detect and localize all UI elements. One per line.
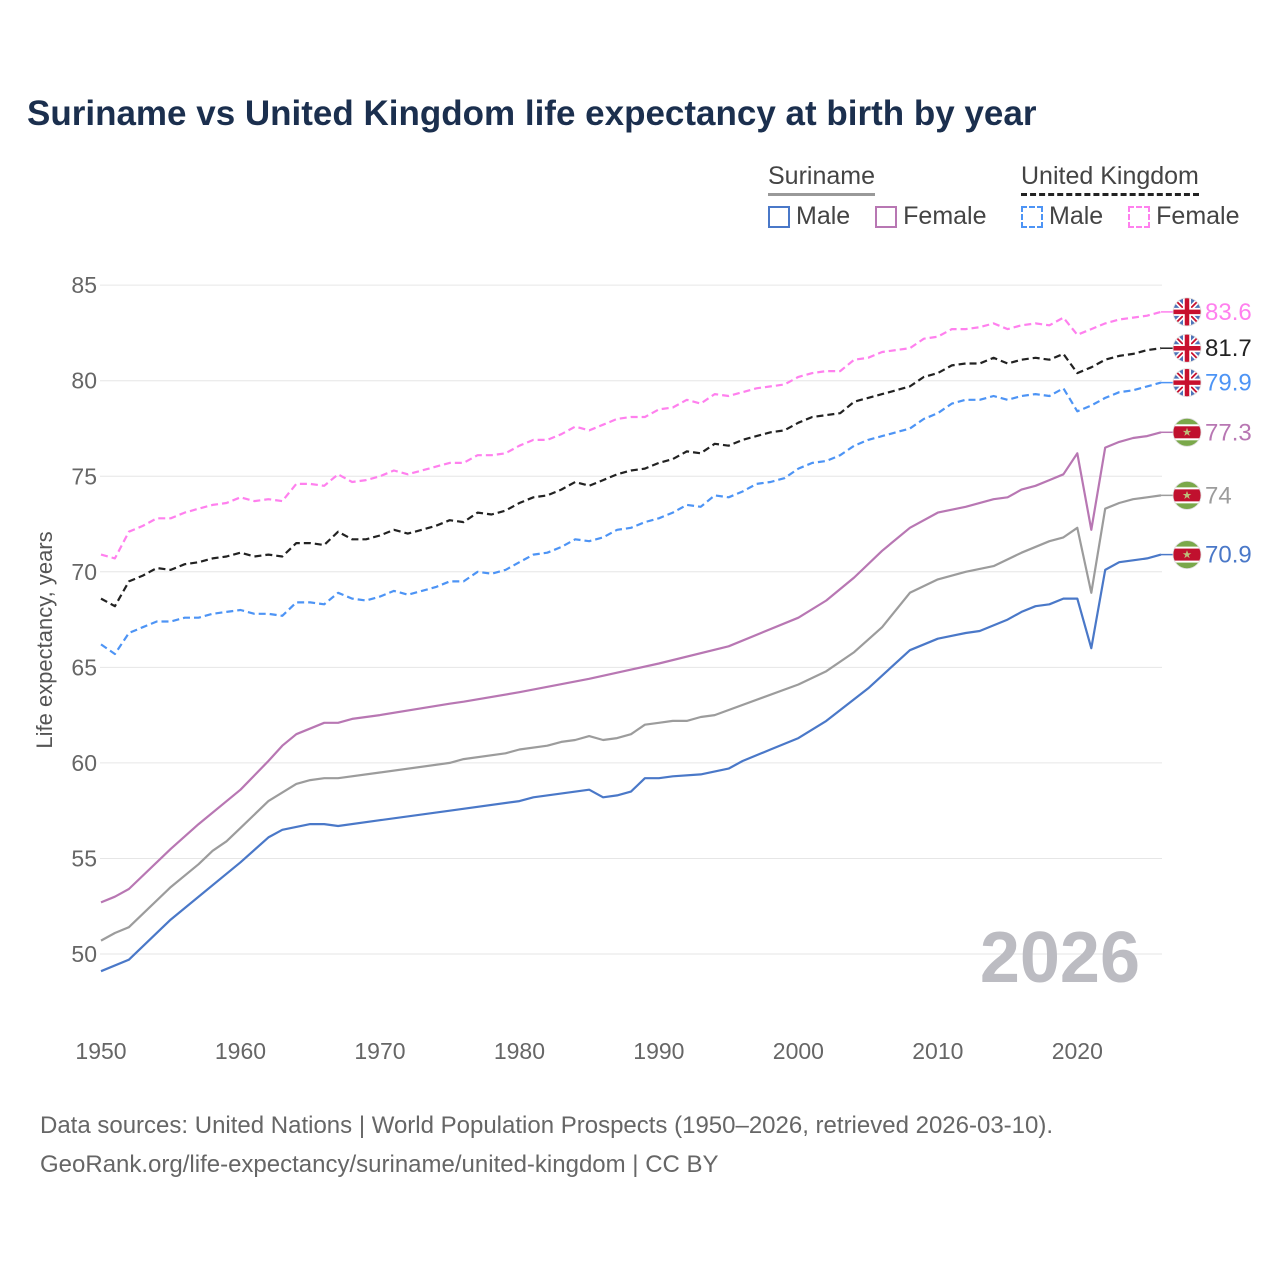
legend-label: Female — [1156, 202, 1240, 230]
x-tick-label: 2020 — [1052, 1038, 1103, 1064]
uk-flag-icon — [1172, 297, 1202, 327]
series-line-united-kingdom-female — [100, 310, 1162, 560]
end-value-label: 79.9 — [1205, 370, 1252, 397]
legend-label: Male — [796, 202, 851, 230]
legend-label: Female — [903, 202, 987, 230]
end-value-label: 81.7 — [1205, 335, 1252, 362]
x-tick-label: 1990 — [633, 1038, 684, 1064]
end-value-label: 83.6 — [1205, 299, 1252, 326]
legend-swatch — [1128, 205, 1151, 228]
y-tick-label: 60 — [71, 750, 97, 776]
suriname-flag-icon — [1172, 480, 1202, 510]
series-line-suriname-male — [100, 553, 1162, 973]
source-link[interactable]: GeoRank.org/life-expectancy/suriname/uni… — [40, 1151, 719, 1178]
y-tick-label: 70 — [71, 559, 97, 585]
series-end-labels: 83.6 81.7 79.9 77.3 74 70.9 — [1161, 297, 1252, 570]
legend-swatch — [768, 205, 790, 228]
x-tick-label: 1950 — [75, 1038, 126, 1064]
legend-label: Male — [1049, 202, 1104, 230]
x-tick-label: 2000 — [773, 1038, 824, 1064]
chart-title: Suriname vs United Kingdom life expectan… — [27, 94, 1037, 133]
legend-item-suriname-male[interactable]: Male — [768, 202, 850, 231]
x-tick-label: 1960 — [215, 1038, 266, 1064]
y-tick-label: 75 — [71, 463, 97, 489]
legend-group-title: Suriname — [768, 162, 875, 196]
series-line-united-kingdom-male — [100, 381, 1162, 656]
y-tick-label: 80 — [71, 368, 97, 394]
series-line-suriname — [100, 494, 1162, 942]
x-tick-label: 1970 — [354, 1038, 405, 1064]
legend-group-title: United Kingdom — [1021, 162, 1199, 196]
end-value-label: 77.3 — [1205, 419, 1252, 446]
footer: Data sources: United Nations | World Pop… — [40, 1106, 1053, 1184]
legend-swatch — [1021, 205, 1043, 228]
legend-suriname: Suriname Male Female — [768, 162, 1005, 235]
legend-item-uk-female[interactable]: Female — [1128, 202, 1240, 231]
series-lines — [100, 310, 1162, 973]
series-line-suriname-female — [100, 431, 1162, 904]
x-tick-label: 1980 — [494, 1038, 545, 1064]
y-tick-label: 55 — [71, 845, 97, 871]
series-line-united-kingdom — [100, 347, 1162, 608]
y-tick-label: 65 — [71, 654, 97, 680]
year-watermark: 2026 — [980, 918, 1140, 998]
y-axis-ticks: 50 55 60 65 70 75 80 85 — [71, 272, 97, 967]
gridlines — [100, 284, 1162, 955]
y-tick-label: 50 — [71, 941, 97, 967]
legend-item-uk-male[interactable]: Male — [1021, 202, 1103, 231]
x-axis-ticks: 1950 1960 1970 1980 1990 2000 2010 2020 — [75, 1038, 1102, 1064]
suriname-flag-icon — [1172, 417, 1202, 447]
data-source-note: Data sources: United Nations | World Pop… — [40, 1112, 1054, 1139]
legend-swatch — [875, 205, 898, 228]
y-tick-label: 85 — [71, 272, 97, 298]
end-value-label: 74 — [1205, 482, 1232, 509]
legend-item-suriname-female[interactable]: Female — [875, 202, 987, 231]
uk-flag-icon — [1172, 333, 1202, 363]
legend-united-kingdom: United Kingdom Male Female — [1021, 162, 1240, 235]
uk-flag-icon — [1172, 368, 1202, 398]
end-value-label: 70.9 — [1205, 542, 1252, 569]
x-tick-label: 2010 — [912, 1038, 963, 1064]
y-axis-label: Life expectancy, years — [32, 531, 57, 748]
suriname-flag-icon — [1172, 540, 1202, 570]
